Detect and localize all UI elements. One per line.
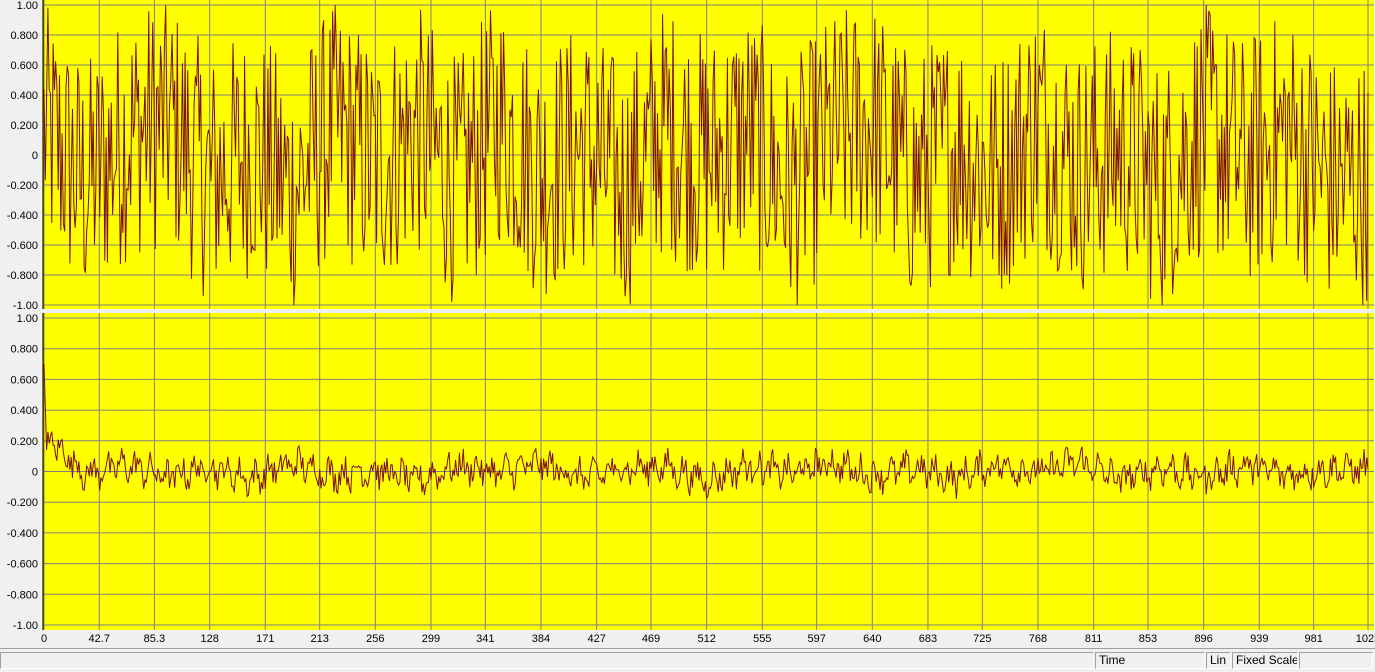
x-tick-label: 128 [200,633,218,645]
x-tick-label: 0 [41,633,47,645]
x-tick-label: 811 [1085,633,1103,645]
y-tick-label: 0.400 [10,405,38,417]
x-tick-label: 1023 [1356,633,1375,645]
status-spare-cell [1299,652,1373,669]
x-tick-label: 85.3 [144,633,165,645]
y-tick-label: 1.00 [17,0,38,12]
y-tick-label: -0.400 [7,528,38,540]
x-tick-label: 555 [753,633,771,645]
x-tick-label: 427 [587,633,605,645]
x-tick-label: 640 [863,633,881,645]
x-tick-label: 256 [366,633,384,645]
dual-plot-svg: 1.00 0.800 0.600 0.400 0.200 0 -0.200 -0.400 -0.… [0,0,1375,645]
y-tick-label: -0.200 [7,497,38,509]
y-tick-label: 0.400 [10,90,38,102]
x-tick-label: 213 [310,633,328,645]
chart-area[interactable]: 1.00 0.800 0.600 0.400 0.200 0 -0.200 -0.400 -0.… [0,0,1375,648]
y-tick-label: 0 [32,150,38,162]
scale-mode-status[interactable]: Fixed Scale [1232,652,1298,669]
y-tick-label: -1.00 [13,620,38,632]
y-tick-label: 1.00 [17,313,38,325]
plot-panel-2: 1.00 0.800 0.600 0.400 0.200 0 -0.200 -0.400 -0.… [7,313,1374,632]
y-tick-label: 0.200 [10,120,38,132]
x-tick-label: 853 [1139,633,1157,645]
y-tick-label: 0.800 [10,344,38,356]
scale-type-status[interactable]: Lin [1206,652,1231,669]
x-tick-label: 299 [422,633,440,645]
x-tick-label: 896 [1194,633,1212,645]
plot-panel-1: 1.00 0.800 0.600 0.400 0.200 0 -0.200 -0.400 -0.… [7,0,1374,312]
signal-trace-2 [43,364,1369,500]
x-tick-label: 981 [1304,633,1322,645]
x-tick-label: 384 [532,633,550,645]
signal-trace-1 [43,4,1369,306]
y-tick-label: 0.600 [10,374,38,386]
y-tick-label: -0.600 [7,559,38,571]
x-tick-label: 341 [476,633,494,645]
y-tick-label: -0.600 [7,240,38,252]
y-tick-label: -0.800 [7,589,38,601]
domain-status[interactable]: Time [1095,652,1205,669]
y-tick-label: -0.200 [7,180,38,192]
x-tick-label: 469 [642,633,660,645]
status-bar: Time Lin Fixed Scale [0,648,1375,672]
y-tick-label: 0 [32,467,38,479]
x-tick-label: 683 [919,633,937,645]
x-tick-label: 725 [973,633,991,645]
panel-separator [0,309,1375,313]
x-tick-label: 512 [697,633,715,645]
x-tick-label: 171 [256,633,274,645]
y-tick-label: 0.600 [10,60,38,72]
x-tick-label: 939 [1250,633,1268,645]
y-tick-label: 0.200 [10,436,38,448]
x-tick-label: 597 [807,633,825,645]
status-empty-cell [0,652,1094,669]
x-tick-label: 42.7 [89,633,110,645]
y-tick-label: -0.400 [7,210,38,222]
y-tick-label: 0.800 [10,30,38,42]
y-tick-label: -0.800 [7,270,38,282]
x-tick-label: 768 [1029,633,1047,645]
